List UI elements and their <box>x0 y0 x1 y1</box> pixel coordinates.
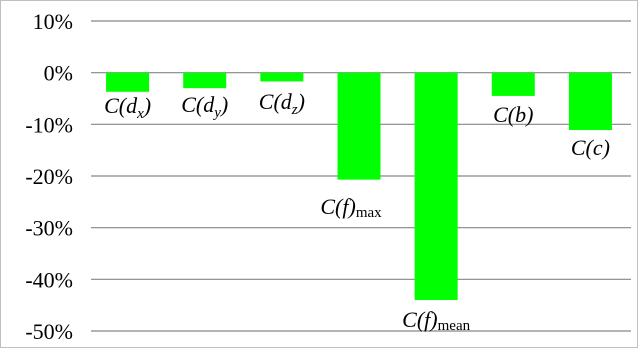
bar <box>568 72 612 131</box>
y-tick-label: -30% <box>25 216 73 241</box>
y-tick-label: -40% <box>25 267 73 292</box>
category-label: C(b) <box>493 102 533 127</box>
bar <box>183 72 227 89</box>
category-label: C(f)max <box>320 194 382 221</box>
y-tick-label: 10% <box>33 9 73 34</box>
category-label: C(dy) <box>181 92 228 121</box>
category-label: C(c) <box>571 135 610 160</box>
y-tick-label: 0% <box>44 61 73 86</box>
bar <box>491 72 535 96</box>
bar <box>337 72 381 180</box>
bar <box>106 72 150 92</box>
bar <box>260 72 304 82</box>
y-tick-label: -10% <box>25 112 73 137</box>
category-label: C(dz) <box>259 89 305 118</box>
y-tick-label: -20% <box>25 164 73 189</box>
bar <box>414 72 458 301</box>
y-tick-label: -50% <box>25 319 73 344</box>
category-label: C(f)mean <box>402 307 470 334</box>
category-label: C(dx) <box>104 93 151 122</box>
